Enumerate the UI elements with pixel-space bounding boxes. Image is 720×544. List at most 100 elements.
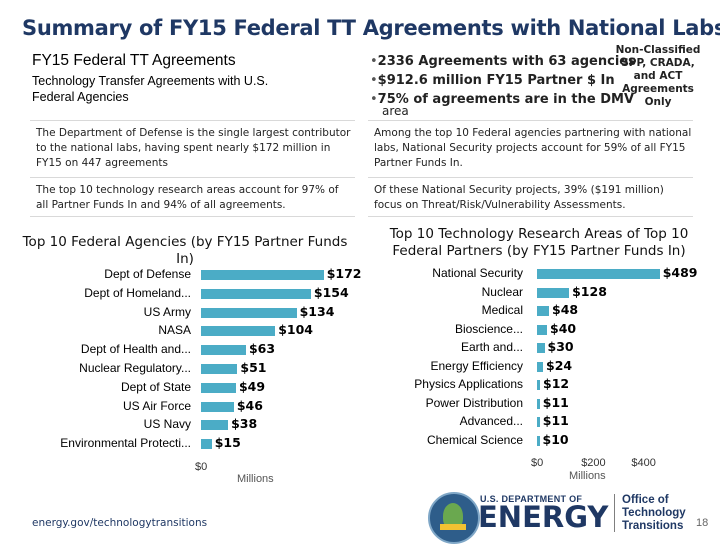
bar bbox=[201, 326, 276, 337]
bar bbox=[201, 364, 238, 374]
bar bbox=[201, 439, 212, 450]
bar bbox=[537, 417, 540, 427]
bullet-agreements: 2336 Agreements with 63 agencies bbox=[370, 52, 670, 71]
callout-line: SPP, CRADA, bbox=[621, 57, 695, 69]
category-label: US Army bbox=[143, 304, 191, 319]
category-label: Bioscience... bbox=[454, 321, 523, 336]
divider bbox=[368, 120, 693, 121]
data-label: $128 bbox=[572, 283, 607, 299]
x-tick-label: $0 bbox=[531, 457, 544, 469]
bar bbox=[201, 401, 234, 412]
x-tick-label: $400 bbox=[631, 457, 656, 469]
category-label: Nuclear bbox=[481, 284, 523, 299]
data-label: $30 bbox=[547, 339, 574, 354]
x-tick-label: $200 bbox=[581, 457, 606, 469]
data-label: $51 bbox=[240, 360, 267, 375]
data-label: $104 bbox=[278, 322, 313, 338]
bullet-dmv: 75% of agreements are in the DMV bbox=[370, 90, 670, 109]
bar bbox=[201, 270, 324, 280]
data-label: $24 bbox=[546, 357, 573, 373]
data-label: $11 bbox=[542, 413, 569, 428]
divider bbox=[30, 177, 355, 178]
logo-office-line: Transitions bbox=[622, 520, 684, 532]
bar bbox=[201, 420, 229, 431]
logo-office: Office of Technology Transitions bbox=[622, 494, 686, 533]
callout-line: Agreements bbox=[622, 83, 694, 95]
category-label: Nuclear Regulatory... bbox=[79, 361, 191, 375]
category-label: Chemical Science bbox=[426, 432, 523, 447]
data-label: $49 bbox=[238, 378, 266, 394]
slide-title: Summary of FY15 Federal TT Agreements wi… bbox=[22, 16, 720, 40]
data-label: $172 bbox=[326, 266, 362, 281]
category-label: Dept of Homeland... bbox=[84, 285, 191, 300]
bar bbox=[201, 345, 246, 356]
category-label: NASA bbox=[158, 323, 191, 338]
category-label: US Navy bbox=[143, 417, 191, 432]
bar bbox=[537, 287, 570, 298]
category-label: Physics Applications bbox=[414, 377, 523, 391]
bar bbox=[537, 306, 550, 316]
box-title: FY15 Federal TT Agreements bbox=[32, 52, 236, 69]
data-label: $38 bbox=[231, 416, 258, 432]
category-label: Dept of Defense bbox=[104, 267, 191, 281]
data-label: $63 bbox=[248, 341, 276, 357]
logo-office-line: Office of bbox=[622, 494, 669, 506]
bar bbox=[201, 382, 236, 393]
data-label: $10 bbox=[542, 431, 569, 447]
logo-energy: ENERGY bbox=[478, 500, 609, 534]
divider bbox=[368, 216, 693, 217]
data-label: $134 bbox=[299, 303, 335, 319]
x-axis-label: Millions bbox=[237, 473, 274, 485]
category-label: Earth and... bbox=[460, 340, 523, 354]
category-label: Medical bbox=[481, 303, 523, 317]
summary-bullets: 2336 Agreements with 63 agencies $912.6 … bbox=[370, 52, 670, 118]
note-left-1: The Department of Defense is the single … bbox=[36, 127, 351, 169]
data-label: $154 bbox=[313, 284, 349, 300]
category-label: Dept of Health and... bbox=[80, 342, 191, 357]
category-label: National Security bbox=[432, 266, 523, 280]
category-label: US Air Force bbox=[122, 398, 191, 413]
chart-2-title: Top 10 Technology Research Areas of Top … bbox=[389, 226, 689, 259]
bar bbox=[537, 361, 544, 372]
callout-line: and ACT bbox=[633, 70, 683, 82]
bar bbox=[201, 288, 311, 299]
data-label: $489 bbox=[662, 265, 698, 280]
bullet-funds: $912.6 million FY15 Partner $ In bbox=[370, 71, 670, 90]
data-label: $12 bbox=[543, 376, 570, 391]
category-label: Dept of State bbox=[120, 379, 191, 394]
callout-line: Only bbox=[644, 96, 672, 108]
bar bbox=[537, 343, 545, 353]
logo-divider bbox=[614, 494, 615, 532]
category-label: Power Distribution bbox=[425, 395, 523, 410]
bar bbox=[537, 324, 548, 335]
data-label: $40 bbox=[550, 320, 577, 336]
data-label: $11 bbox=[542, 394, 569, 410]
category-label: Energy Efficiency bbox=[430, 358, 524, 373]
chart-1-title: Top 10 Federal Agencies (by FY15 Partner… bbox=[22, 234, 348, 267]
note-right-2: Of these National Security projects, 39%… bbox=[374, 184, 664, 211]
bar bbox=[537, 398, 540, 409]
x-tick-label: $0 bbox=[195, 461, 208, 473]
divider bbox=[368, 177, 693, 178]
box-subtitle: Technology Transfer Agreements with U.S.… bbox=[32, 74, 269, 104]
logo-dept: U.S. DEPARTMENT OF bbox=[480, 494, 583, 504]
note-left-2: The top 10 technology research areas acc… bbox=[36, 184, 339, 211]
logo-office-line: Technology bbox=[622, 507, 686, 519]
x-axis-label: Millions bbox=[569, 470, 606, 482]
data-label: $15 bbox=[214, 435, 241, 451]
callout-note: Non-Classified SPP, CRADA, and ACT Agree… bbox=[614, 44, 702, 109]
bar bbox=[537, 380, 540, 390]
bullet-dmv-area: area bbox=[382, 104, 409, 118]
callout-line: Non-Classified bbox=[615, 44, 701, 56]
divider bbox=[30, 120, 355, 121]
data-label: $46 bbox=[236, 397, 263, 413]
footer-url: energy.gov/technologytransitions bbox=[32, 517, 208, 529]
page-number: 18 bbox=[696, 517, 709, 529]
doe-seal-icon bbox=[428, 492, 480, 544]
bar bbox=[201, 307, 297, 318]
category-label: Environmental Protecti... bbox=[60, 436, 191, 451]
bar bbox=[537, 435, 540, 446]
data-label: $48 bbox=[552, 302, 579, 317]
bar bbox=[537, 269, 660, 279]
divider bbox=[30, 216, 355, 217]
